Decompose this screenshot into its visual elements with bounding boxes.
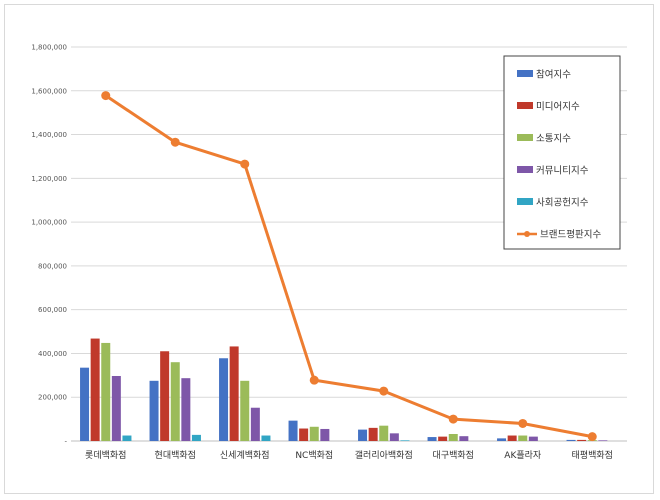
bar — [497, 438, 507, 441]
y-tick-label: 200,000 — [38, 394, 67, 402]
x-axis-categories: 롯데백화점 현대백화점 신세계백화점 NC백화점 갤러리아백화점 대구백화점 AK플라자 태평… — [85, 449, 613, 461]
chart-frame: - 200,000 400,000 600,000 800,000 1,000,000 1,… — [4, 4, 654, 494]
y-tick-label: 1,800,000 — [31, 44, 67, 52]
bar — [181, 378, 191, 441]
x-category-label: 갤러리아백화점 — [355, 449, 413, 461]
line-point — [518, 418, 528, 428]
bar — [577, 439, 587, 441]
legend-swatch — [517, 102, 533, 109]
y-axis-ticks: - 200,000 400,000 600,000 800,000 1,000,000 1,… — [31, 44, 67, 446]
bar — [80, 367, 90, 441]
x-category-label: 대구백화점 — [433, 449, 474, 461]
legend-marker — [524, 231, 530, 237]
y-tick-label: 800,000 — [38, 262, 67, 270]
bar — [288, 420, 298, 441]
line-point — [309, 375, 319, 385]
bar — [170, 362, 180, 441]
x-category-label: AK플라자 — [504, 450, 542, 461]
bar — [379, 425, 389, 441]
bar — [598, 440, 608, 441]
bar — [427, 437, 437, 441]
legend-label: 브랜드평판지수 — [540, 230, 601, 241]
x-category-label: 현대백화점 — [155, 449, 196, 461]
line-point — [448, 414, 458, 424]
legend-label: 사회공헌지수 — [536, 198, 589, 209]
line-point — [170, 137, 180, 147]
bar — [507, 435, 517, 441]
bar — [101, 342, 111, 441]
line-series-path — [104, 94, 593, 439]
x-category-label: NC백화점 — [295, 449, 333, 461]
bar — [320, 428, 330, 441]
line-point — [587, 432, 597, 442]
line-series — [101, 91, 597, 442]
x-category-label: 태평백화점 — [572, 449, 613, 461]
line-point — [379, 386, 389, 396]
bar — [240, 380, 250, 441]
bar — [250, 407, 260, 441]
y-tick-label: 1,600,000 — [31, 87, 67, 95]
line-point — [101, 91, 111, 101]
y-tick-label: 400,000 — [38, 350, 67, 358]
legend-swatch — [517, 70, 533, 77]
bar — [368, 427, 378, 441]
bar — [261, 435, 271, 441]
legend-label: 소통지수 — [536, 134, 571, 145]
bar-series — [80, 338, 608, 441]
bar — [528, 436, 538, 441]
legend-swatch — [517, 134, 533, 141]
bar — [111, 375, 121, 441]
legend-swatch — [517, 198, 533, 205]
bar — [459, 436, 469, 441]
chart-svg: - 200,000 400,000 600,000 800,000 1,000,000 1,… — [31, 44, 627, 461]
bar — [389, 433, 399, 441]
bar — [160, 351, 170, 441]
legend-box — [503, 55, 621, 250]
legend-label: 참여지수 — [536, 69, 571, 81]
bar — [219, 358, 229, 441]
bar — [448, 433, 458, 441]
y-tick-label: - — [64, 438, 67, 446]
bar — [122, 435, 132, 441]
bar — [438, 436, 448, 441]
legend-label: 커뮤니티지수 — [536, 166, 589, 177]
bar — [90, 338, 100, 441]
y-tick-label: 600,000 — [38, 306, 67, 314]
legend-label: 미디어지수 — [536, 102, 580, 113]
x-category-label: 롯데백화점 — [85, 449, 126, 461]
x-category-label: 신세계백화점 — [220, 449, 270, 461]
bar — [566, 439, 576, 441]
y-tick-label: 1,000,000 — [31, 219, 67, 227]
y-tick-label: 1,400,000 — [31, 131, 67, 139]
legend-swatch — [517, 166, 533, 173]
bar — [518, 435, 528, 441]
bar — [400, 440, 410, 441]
bar — [191, 434, 201, 441]
line-point — [240, 159, 250, 169]
bar — [358, 429, 368, 441]
bar — [299, 428, 309, 441]
bar — [309, 426, 319, 441]
y-tick-label: 1,200,000 — [31, 175, 67, 183]
bar — [149, 380, 159, 441]
bar — [229, 346, 239, 441]
